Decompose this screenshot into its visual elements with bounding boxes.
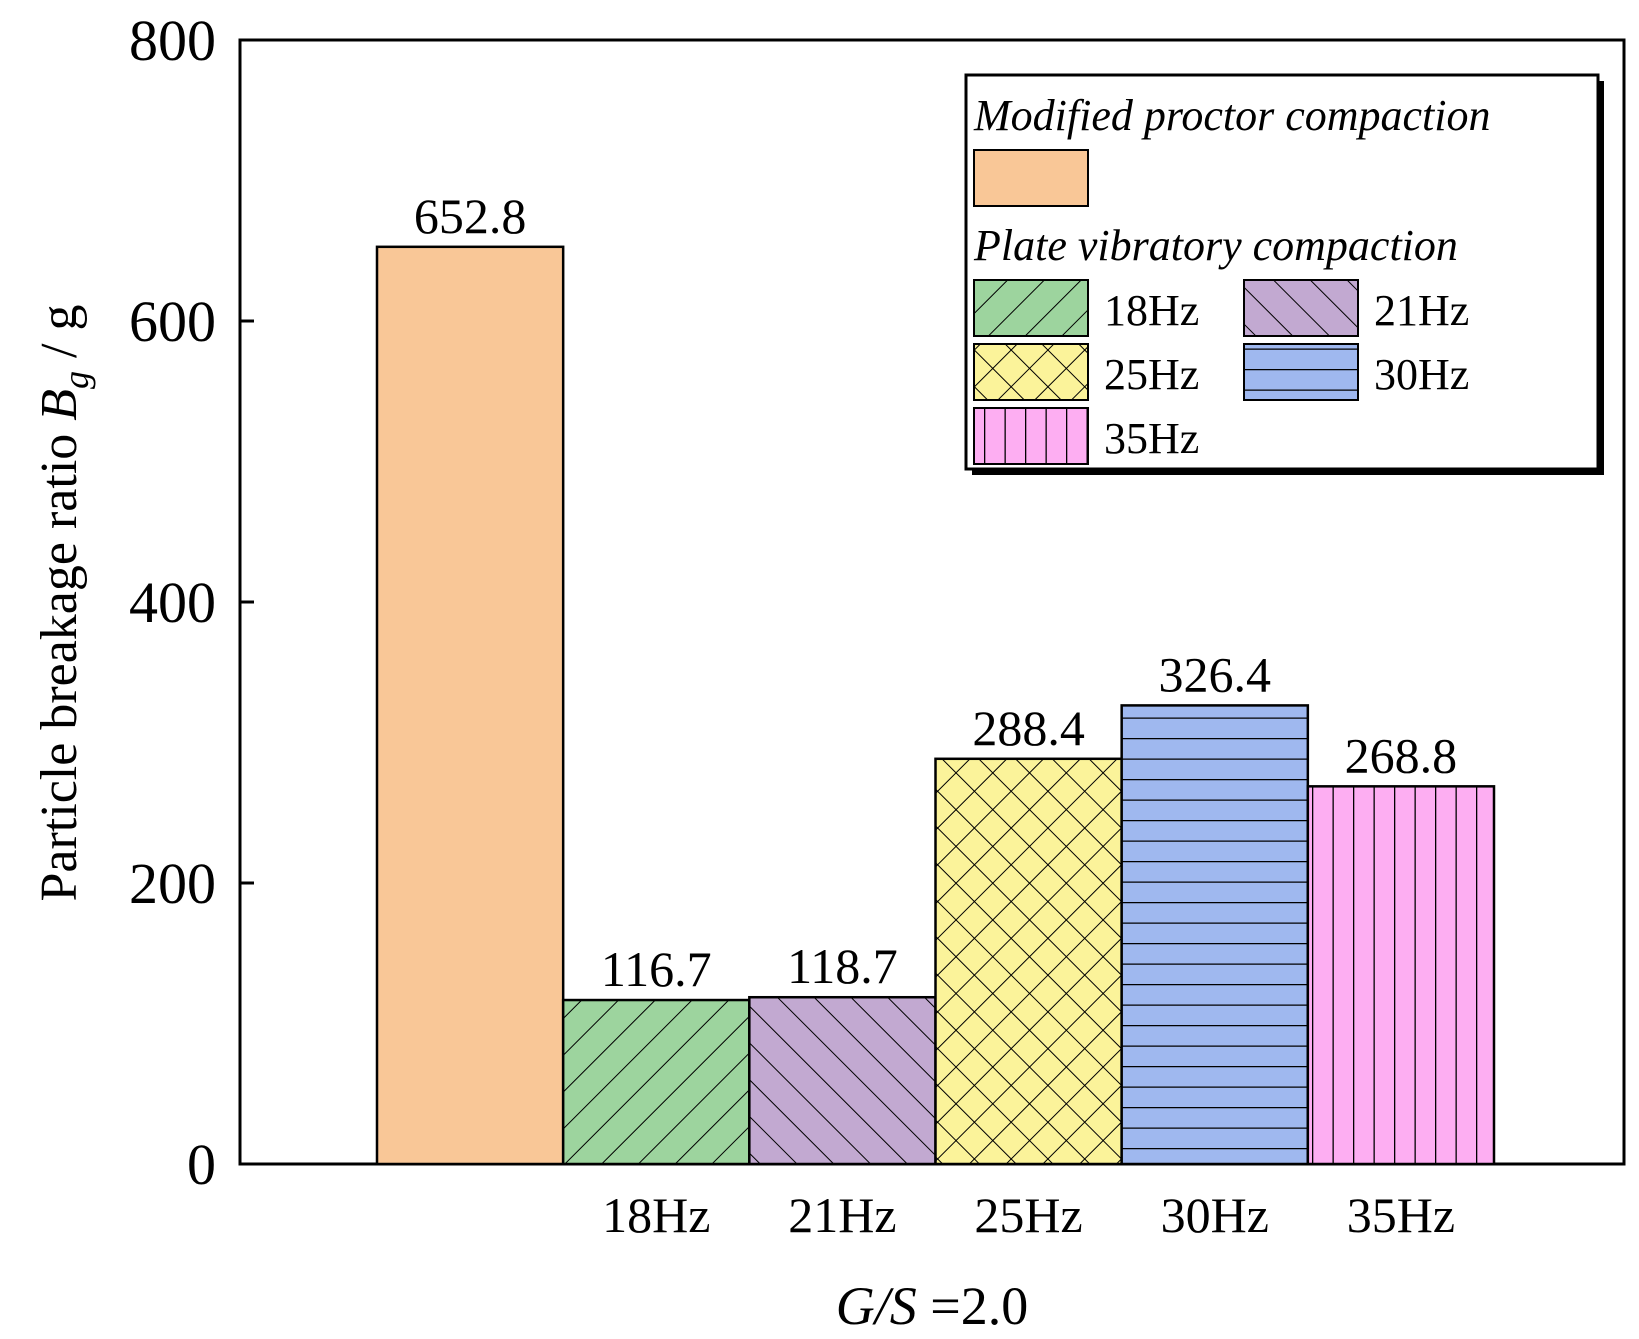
value-label-hz18: 116.7 bbox=[601, 941, 712, 997]
bars-group bbox=[375, 245, 1496, 1166]
category-label-hz35: 35Hz bbox=[1347, 1187, 1455, 1243]
legend-swatch-30hz bbox=[1243, 343, 1359, 401]
legend-swatch-proctor bbox=[973, 149, 1089, 207]
y-tick-label: 400 bbox=[129, 570, 216, 635]
legend-label-21hz: 21Hz bbox=[1374, 286, 1469, 335]
legend-swatch-25hz bbox=[973, 343, 1089, 401]
legend-group1-title: Modified proctor compaction bbox=[973, 91, 1491, 140]
bar-hz18 bbox=[561, 998, 751, 1166]
legend-label-30hz: 30Hz bbox=[1374, 350, 1469, 399]
category-label-hz21: 21Hz bbox=[788, 1187, 896, 1243]
legend-swatch-18hz bbox=[973, 279, 1089, 337]
bar-proctor bbox=[375, 245, 565, 1166]
category-label-hz30: 30Hz bbox=[1161, 1187, 1269, 1243]
legend-label-35hz: 35Hz bbox=[1104, 414, 1199, 463]
y-tick-label: 200 bbox=[129, 851, 216, 916]
legend-swatch-21hz bbox=[1243, 279, 1359, 337]
legend-label-25hz: 25Hz bbox=[1104, 350, 1199, 399]
category-label-hz18: 18Hz bbox=[602, 1187, 710, 1243]
value-label-hz30: 326.4 bbox=[1159, 646, 1272, 702]
legend: Modified proctor compaction Plate vibrat… bbox=[964, 73, 1604, 475]
value-label-hz25: 288.4 bbox=[972, 700, 1085, 756]
legend-box bbox=[964, 73, 1600, 471]
y-axis: 0 200 400 600 800 bbox=[129, 8, 254, 1197]
value-label-hz35: 268.8 bbox=[1345, 727, 1458, 783]
value-labels-group: 652.8 116.7 118.7 288.4 326.4 268.8 bbox=[414, 188, 1457, 997]
bar-hz35 bbox=[1306, 785, 1496, 1166]
value-label-hz21: 118.7 bbox=[787, 938, 898, 994]
category-label-hz25: 25Hz bbox=[974, 1187, 1082, 1243]
y-tick-label: 0 bbox=[187, 1132, 216, 1197]
category-labels-group: 18Hz 21Hz 25Hz 30Hz 35Hz bbox=[602, 1187, 1455, 1243]
bar-hz30 bbox=[1120, 704, 1310, 1166]
x-axis-title: G/S =2.0 bbox=[836, 1276, 1028, 1336]
legend-group2-title: Plate vibratory compaction bbox=[973, 221, 1458, 270]
legend-label-18hz: 18Hz bbox=[1104, 286, 1199, 335]
value-label-proctor: 652.8 bbox=[414, 188, 527, 244]
y-tick-label: 600 bbox=[129, 289, 216, 354]
y-axis-title: Particle breakage ratio Bg / g bbox=[31, 305, 96, 902]
bar-hz25 bbox=[934, 757, 1123, 1166]
y-tick-label: 800 bbox=[129, 8, 216, 73]
legend-swatch-35hz bbox=[973, 407, 1089, 465]
bar-hz21 bbox=[748, 995, 937, 1166]
